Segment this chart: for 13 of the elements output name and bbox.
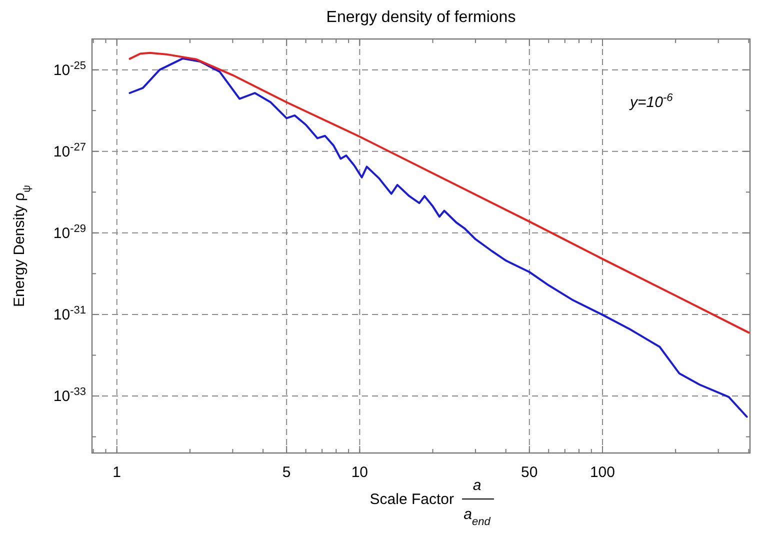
x-tick-label: 100 [590,464,616,481]
x-tick-label: 5 [282,464,291,481]
y-tick-label: 10$^{-31}$ [53,304,86,324]
annotation: y=10$^{-6}$ [629,92,674,111]
y-tick-label: 10$^{-33}$ [53,386,86,405]
y-tick-label: 10$^{-29}$ [53,222,86,242]
y-tick-label: 10$^{-27}$ [53,141,86,160]
x-tick-label: 50 [521,464,538,481]
chart-title: Energy density of fermions [326,9,516,26]
text: Scale Factor a a$_{end}$ [370,477,490,528]
y-tick-label: 10$^{-25}$ [53,60,86,79]
x-tick-label: 10 [351,464,368,481]
x-tick-label: 1 [112,464,122,481]
